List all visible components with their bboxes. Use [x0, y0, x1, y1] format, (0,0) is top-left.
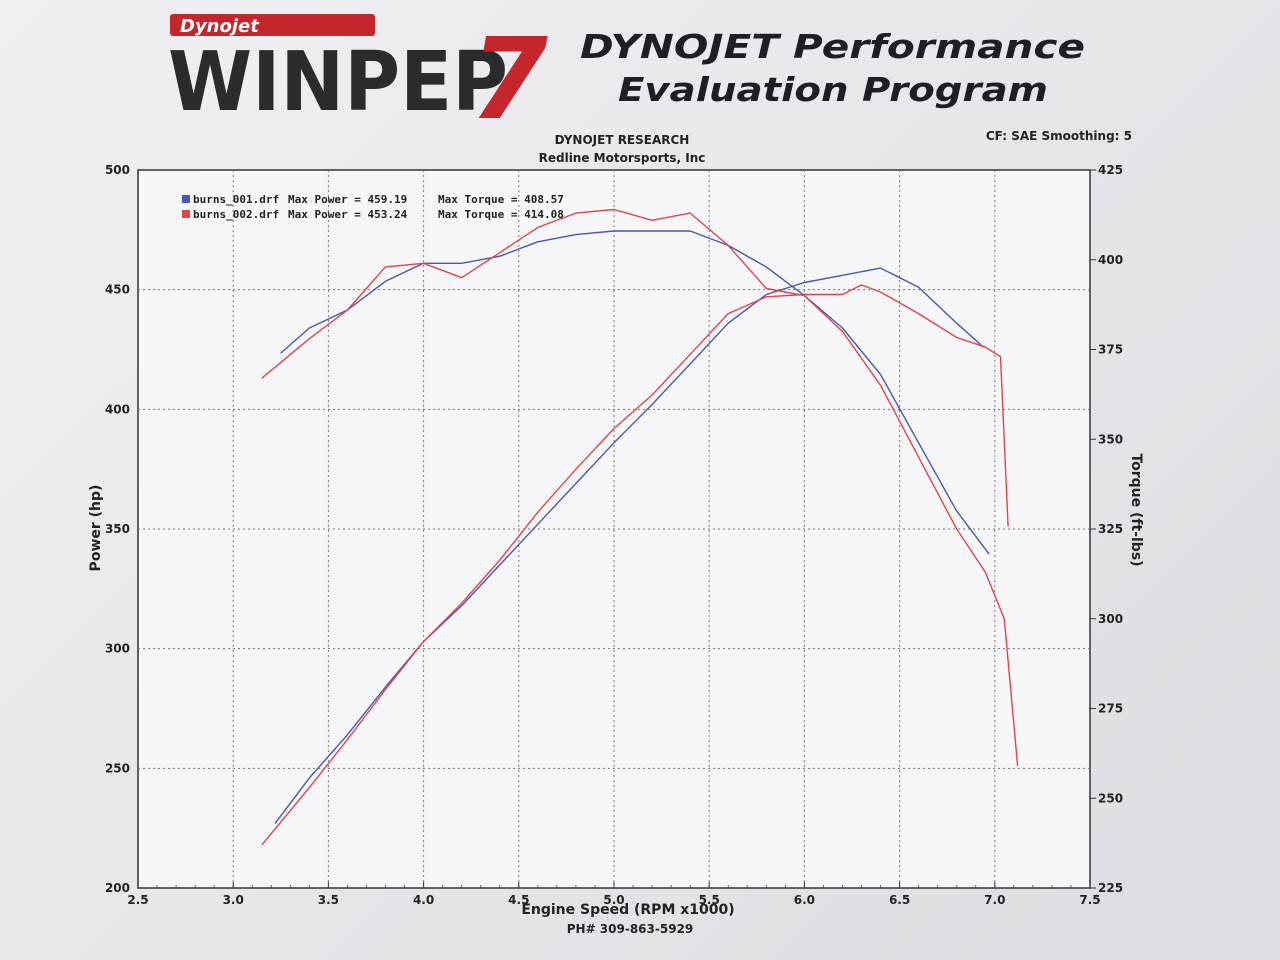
program-title-line1: DYNOJET Performance [580, 27, 1085, 66]
y-tick-label: 300 [105, 642, 130, 656]
x-tick-label: 2.5 [127, 893, 148, 907]
x-axis-ticks: 2.5 3.0 3.5 4.0 4.5 5.0 5.5 6.0 6.5 7.0 7.5 [127, 882, 1101, 907]
legend-file-run2: burns_002.drf [193, 208, 279, 221]
program-title-line2: Evaluation Program [618, 70, 1048, 109]
x-tick-label: 4.5 [508, 893, 529, 907]
y-tick-label: 500 [105, 163, 130, 177]
y-tick-label: 250 [105, 761, 130, 775]
x-tick-label: 7.5 [1079, 893, 1100, 907]
grid-lines [138, 170, 1090, 888]
legend-power-run1: Max Power = 459.19 [288, 193, 407, 206]
logo-banner [170, 14, 375, 36]
x-tick-label: 3.5 [318, 893, 339, 907]
y2-tick-label: 375 [1098, 343, 1123, 357]
legend-power-run2: Max Power = 453.24 [288, 208, 408, 221]
legend: burns_001.drf Max Power = 459.19 Max Tor… [182, 193, 564, 221]
y2-axis-title: Torque (ft-lbs) [1128, 453, 1144, 566]
x-tick-label: 6.5 [889, 893, 910, 907]
phone-number: PH# 309-863-5929 [567, 922, 694, 936]
winpep-logo: Dynojet WINPEP 7 [168, 14, 548, 145]
y2-tick-label: 400 [1098, 253, 1123, 267]
series-torque-burns-002-drf [261, 208, 1019, 766]
y-tick-label: 200 [105, 881, 130, 895]
legend-torque-run2: Max Torque = 414.08 [438, 208, 564, 221]
series-power-burns-001-drf [274, 267, 984, 824]
x-axis-title: Engine Speed (RPM x1000) [521, 902, 734, 918]
legend-swatch-run1 [182, 195, 190, 203]
x-tick-label: 3.0 [223, 893, 244, 907]
series-lines [261, 208, 1019, 846]
y2-axis-ticks: 225 250 275 300 325 350 375 400 425 [1090, 163, 1123, 895]
shop-name: Redline Motorsports, Inc [539, 151, 706, 165]
series-power-burns-002-drf [261, 284, 1009, 846]
x-tick-label: 6.0 [794, 893, 815, 907]
y-axis-ticks: 200 250 300 350 400 450 500 [105, 163, 130, 895]
x-tick-label: 7.0 [984, 893, 1005, 907]
logo-top-text: Dynojet [180, 16, 260, 37]
y-axis-title: Power (hp) [88, 485, 104, 572]
y-tick-label: 400 [105, 402, 130, 416]
legend-swatch-run2 [182, 210, 190, 218]
y-tick-label: 350 [105, 522, 130, 536]
y2-tick-label: 325 [1098, 522, 1123, 536]
series-torque-burns-001-drf [280, 230, 990, 555]
y2-tick-label: 425 [1098, 163, 1123, 177]
company-name: DYNOJET RESEARCH [555, 133, 690, 147]
x-tick-label: 5.0 [603, 893, 624, 907]
logo-number: 7 [470, 15, 548, 145]
y2-tick-label: 350 [1098, 432, 1123, 446]
y2-tick-label: 275 [1098, 702, 1123, 716]
y2-tick-label: 225 [1098, 881, 1123, 895]
x-tick-label: 5.5 [699, 893, 720, 907]
settings-info: CF: SAE Smoothing: 5 [986, 129, 1132, 143]
logo-main-text: WINPEP [168, 35, 508, 130]
y-tick-label: 450 [105, 283, 130, 297]
y2-tick-label: 250 [1098, 791, 1123, 805]
legend-file-run1: burns_001.drf [193, 193, 279, 206]
x-tick-label: 4.0 [413, 893, 434, 907]
y2-tick-label: 300 [1098, 612, 1123, 626]
legend-torque-run1: Max Torque = 408.57 [438, 193, 564, 206]
